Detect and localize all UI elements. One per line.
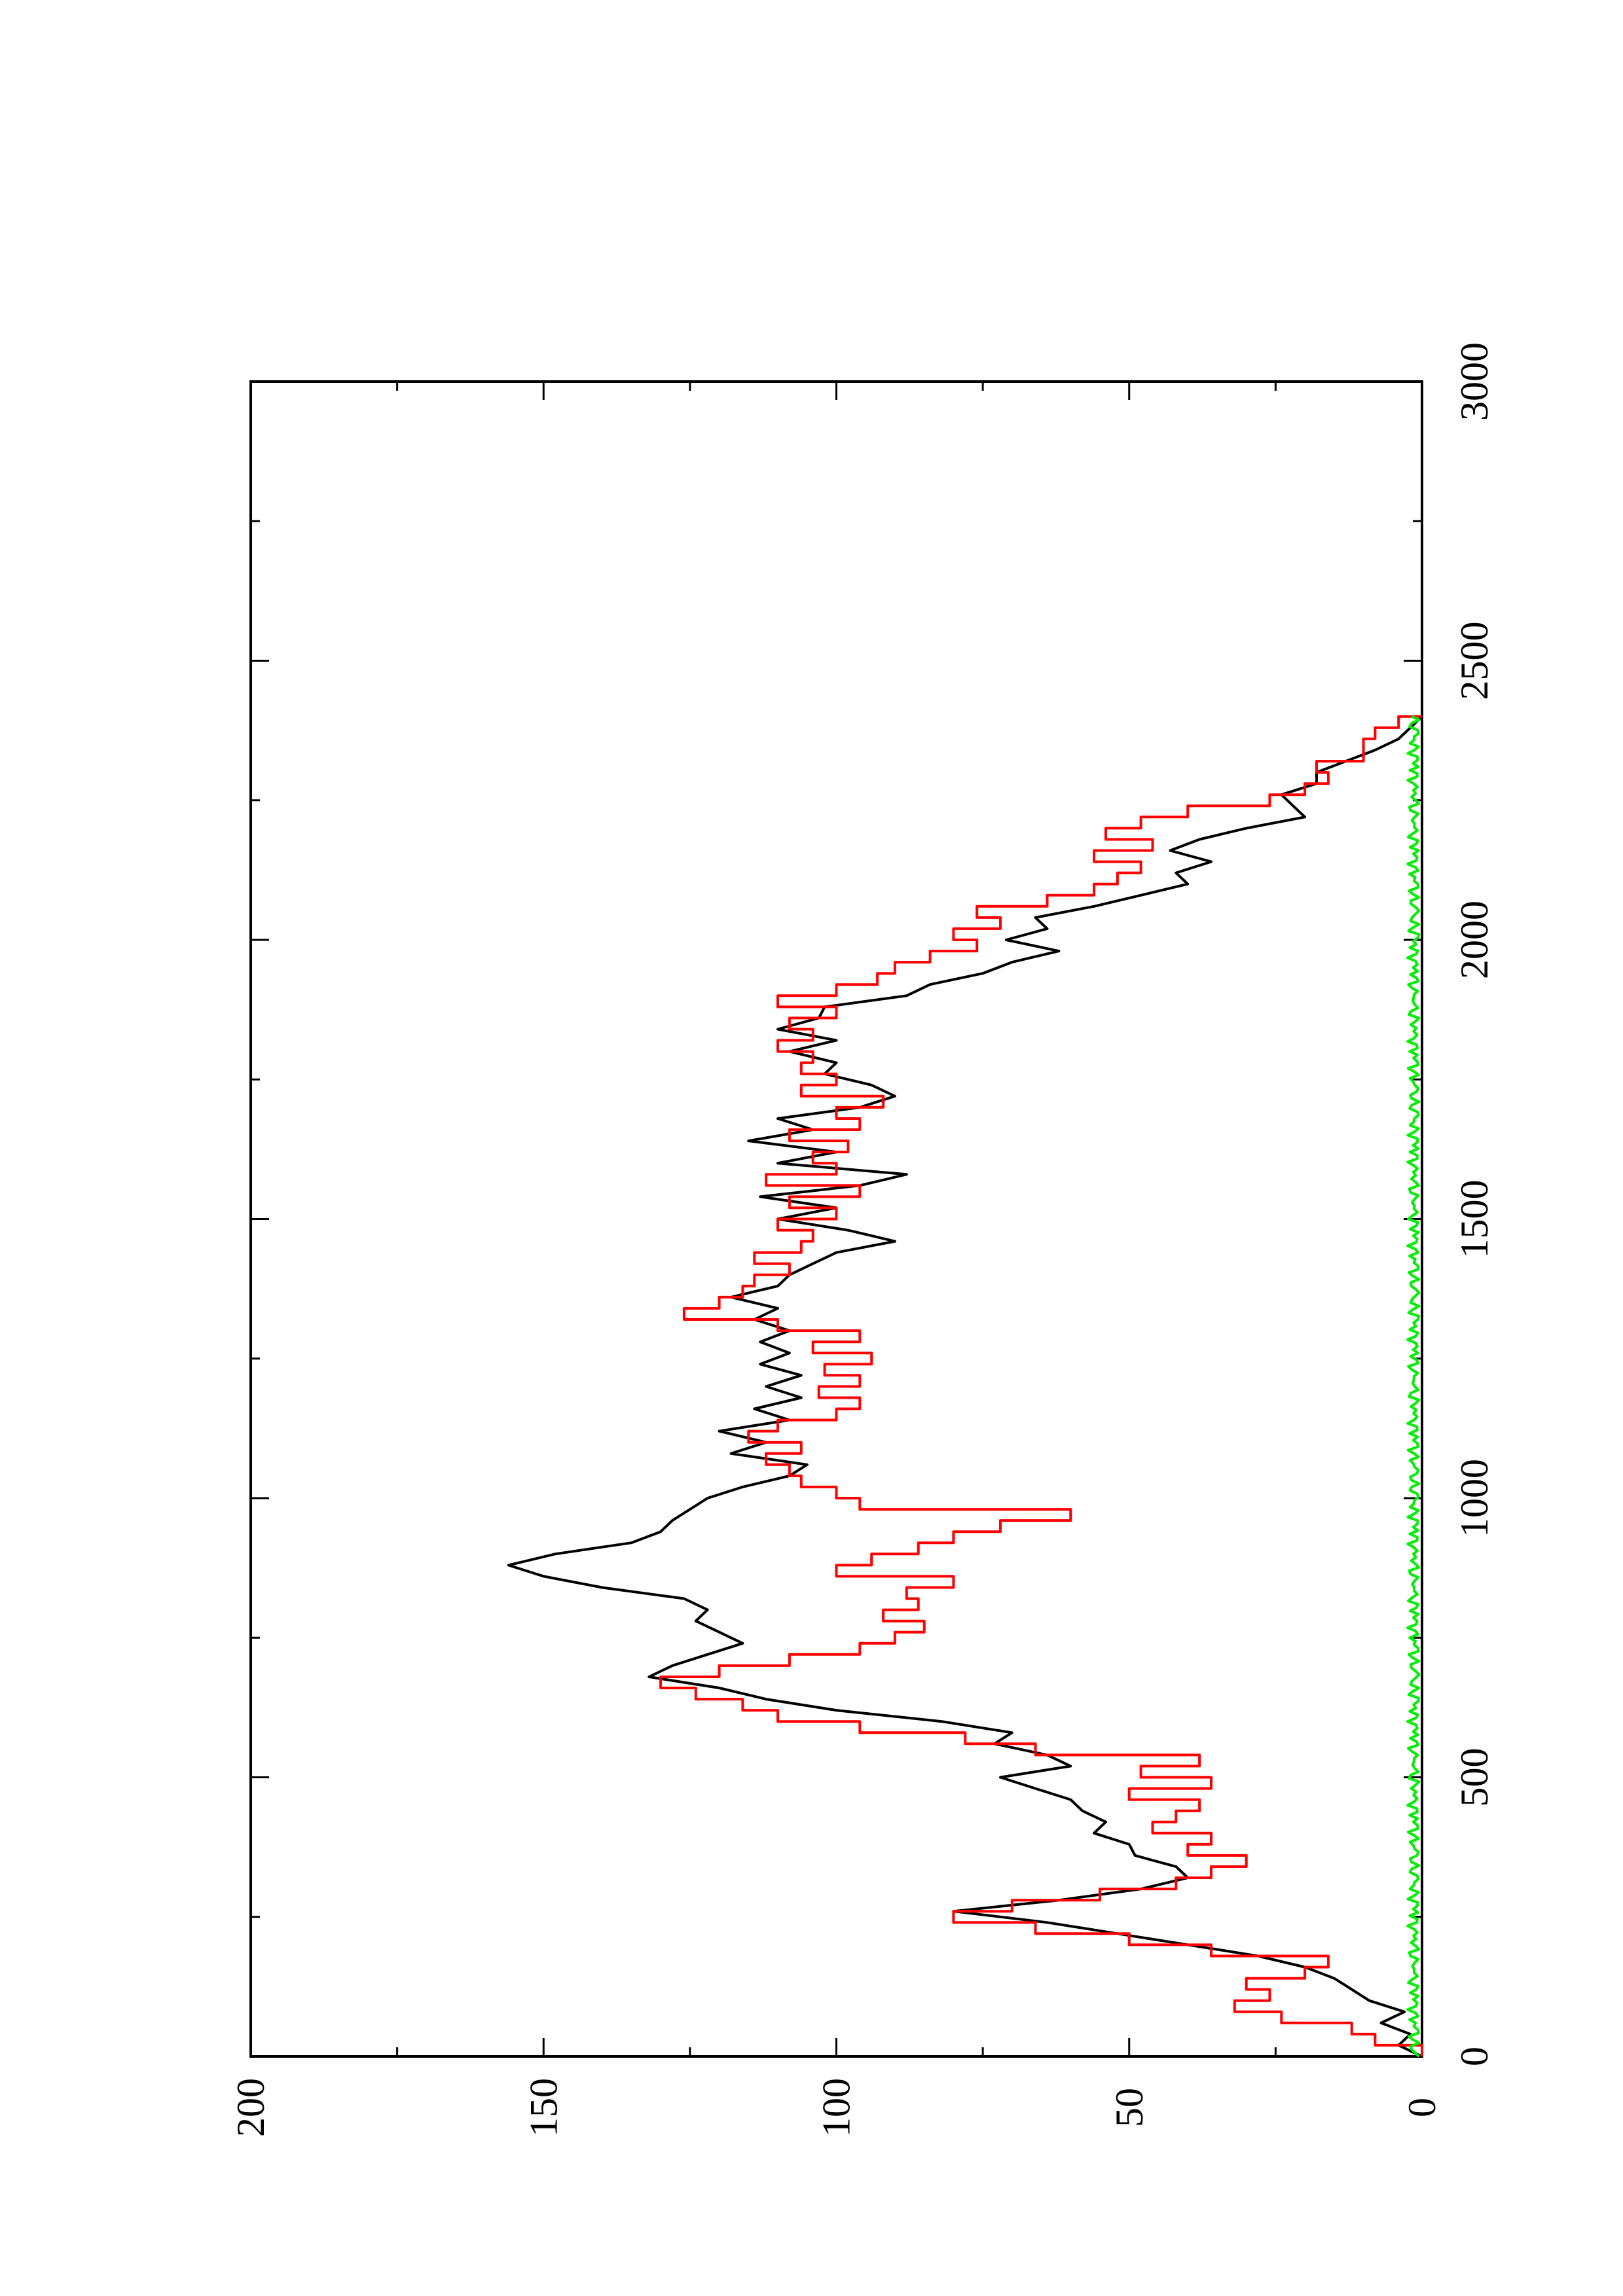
y-tick-label: 200 — [229, 2078, 272, 2137]
series-line-3 — [1406, 715, 1421, 2058]
x-tick-label: 1500 — [1453, 1180, 1496, 1259]
x-tick-label: 3000 — [1453, 342, 1496, 421]
x-tick-label: 500 — [1453, 1748, 1496, 1807]
x-tick-label: 1000 — [1453, 1459, 1496, 1537]
y-tick-label: 50 — [1108, 2088, 1151, 2127]
y-tick-label: 0 — [1400, 2098, 1444, 2117]
y-tick-label: 100 — [815, 2078, 858, 2137]
x-tick-label: 2000 — [1453, 901, 1496, 979]
x-tick-label: 0 — [1453, 2047, 1496, 2066]
series-line-1 — [507, 715, 1423, 2058]
x-tick-label: 2500 — [1453, 622, 1496, 700]
plot-area: 0 500 1000 1500 2000 2500 3000 0 50 100 150 200 — [229, 342, 1496, 2137]
series-line-2 — [659, 715, 1423, 2056]
y-tick-label: 150 — [522, 2078, 565, 2137]
